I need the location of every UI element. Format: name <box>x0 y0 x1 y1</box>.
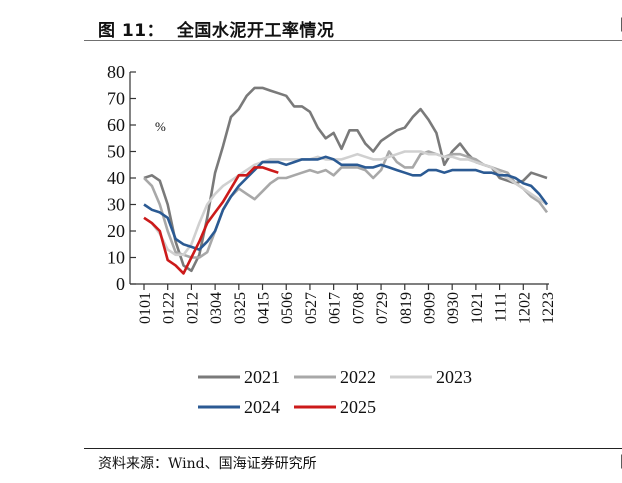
figure-title: 图 11： 全国水泥开工率情况 <box>98 21 335 41</box>
x-tick-label: 0506 <box>279 292 296 324</box>
figure-header: 图 11： 全国水泥开工率情况 | <box>84 10 622 41</box>
y-unit-label: % <box>155 119 166 134</box>
x-tick-label: 0212 <box>184 292 201 324</box>
legend-label-2025: 2025 <box>340 397 376 417</box>
y-tick-label: 60 <box>107 115 125 135</box>
x-tick-label: 0415 <box>256 292 273 324</box>
x-tick-label: 0304 <box>208 292 225 324</box>
page-edge-mark: | <box>619 16 622 32</box>
legend: 2021 2022 2023 2024 2025 <box>198 367 472 417</box>
y-tick-label: 10 <box>107 248 125 268</box>
x-tick-label: 0930 <box>445 292 462 324</box>
x-tick-label: 1223 <box>540 292 557 324</box>
x-tick-label: 1202 <box>516 292 533 324</box>
figure-footer: 资料来源：Wind、国海证券研究所 | <box>84 448 622 472</box>
x-tick-label: 0617 <box>327 292 344 324</box>
legend-label-2022: 2022 <box>340 367 376 387</box>
y-tick-label: 30 <box>107 195 125 215</box>
x-tick-label: 0819 <box>398 292 415 324</box>
x-tick-label: 0527 <box>303 292 320 324</box>
y-tick-label: 40 <box>107 168 125 188</box>
legend-label-2023: 2023 <box>436 367 472 387</box>
y-tick-label: 70 <box>107 89 125 109</box>
x-tick-label: 0909 <box>421 292 438 324</box>
series-line-2025 <box>143 166 279 275</box>
series-line-2023 <box>143 150 548 257</box>
x-tick-label: 0708 <box>350 292 367 324</box>
x-tick-label: 0325 <box>232 292 249 324</box>
x-tick-label: 0101 <box>137 292 154 324</box>
x-tick-label: 1111 <box>493 292 510 322</box>
series-lines <box>143 86 549 275</box>
x-tick-label: 0122 <box>161 292 178 324</box>
x-tick-label: 0729 <box>374 292 391 324</box>
legend-label-2024: 2024 <box>244 397 280 417</box>
series-line-2022 <box>143 150 549 259</box>
legend-label-2021: 2021 <box>244 367 280 387</box>
y-tick-label: 80 <box>107 62 125 82</box>
y-tick-label: 20 <box>107 221 125 241</box>
y-tick-label: 50 <box>107 142 125 162</box>
y-tick-label: 0 <box>116 274 125 294</box>
axes: 0 10 20 30 40 50 60 70 80% 0101 0122 0212 0304 0325 04… <box>107 62 557 324</box>
page-edge-mark: | <box>619 453 622 469</box>
source-note: 资料来源：Wind、国海证券研究所 <box>98 456 317 472</box>
series-line-2024 <box>143 155 549 251</box>
x-tick-label: 1021 <box>469 292 486 324</box>
